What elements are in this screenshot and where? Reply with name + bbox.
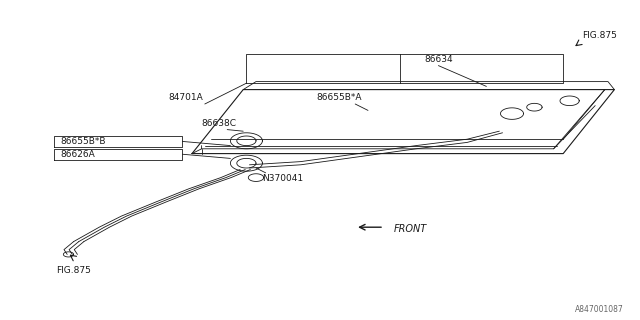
Text: 86655B*A: 86655B*A xyxy=(316,93,362,102)
Text: 86638C: 86638C xyxy=(202,119,237,128)
Text: FIG.875: FIG.875 xyxy=(56,266,91,275)
Text: FIG.875: FIG.875 xyxy=(582,31,617,40)
Text: 86626A: 86626A xyxy=(61,150,95,159)
Text: N370041: N370041 xyxy=(262,174,303,183)
Text: 86634: 86634 xyxy=(424,55,452,64)
Text: FRONT: FRONT xyxy=(394,224,427,234)
Text: A847001087: A847001087 xyxy=(575,305,624,314)
Text: 84701A: 84701A xyxy=(168,93,203,102)
Text: 86655B*B: 86655B*B xyxy=(61,137,106,146)
